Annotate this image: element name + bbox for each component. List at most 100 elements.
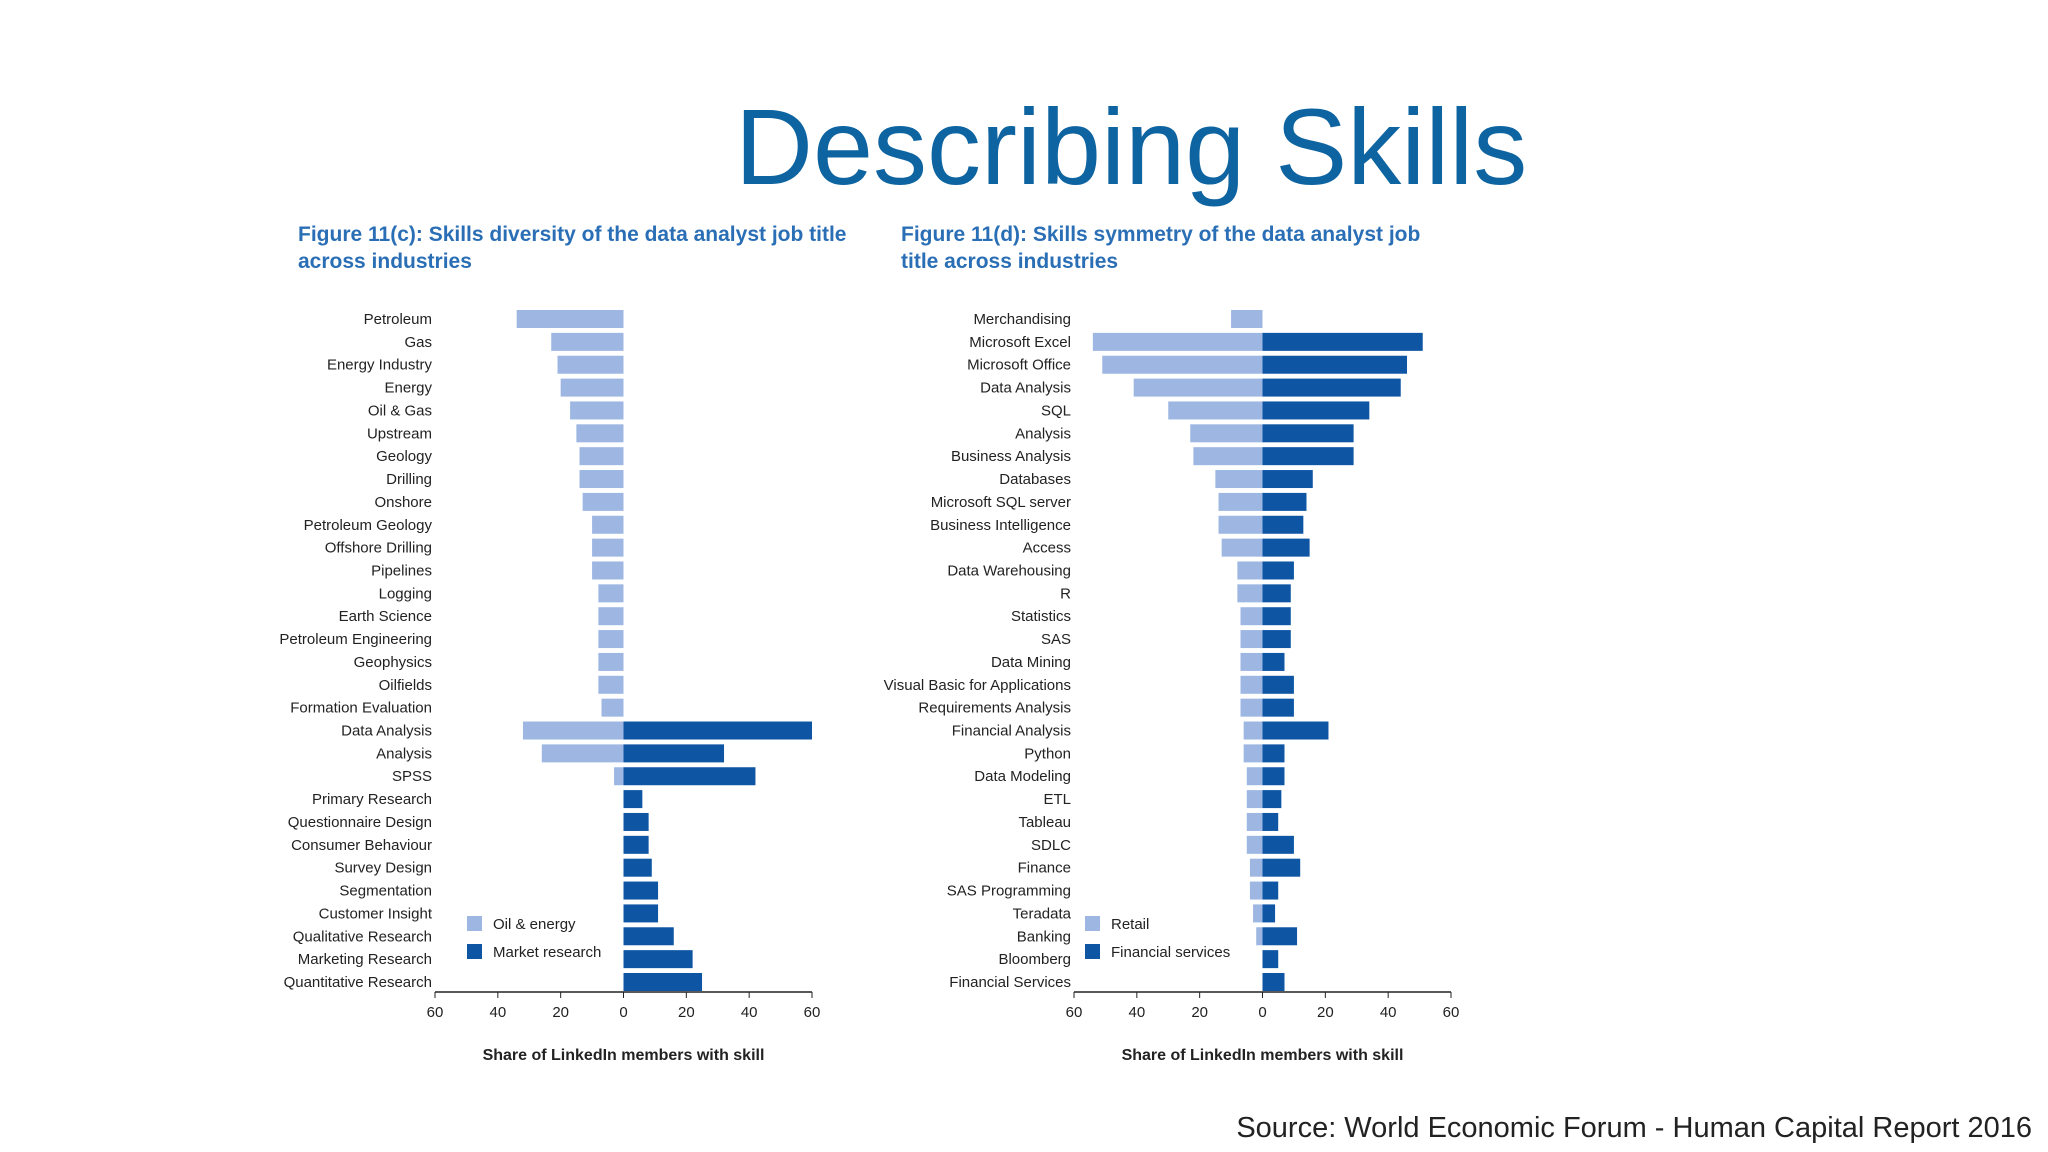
chart-d-category-label: Microsoft Office — [967, 357, 1071, 374]
chart-c-category-label: Qualitative Research — [293, 928, 432, 945]
chart-c-category-label: Petroleum Engineering — [279, 631, 432, 648]
chart-d-bar-left — [1246, 835, 1263, 854]
chart-d-category-label: ETL — [1043, 791, 1071, 808]
chart-d-legend-swatch — [1085, 944, 1100, 959]
chart-d-category-label: Databases — [999, 471, 1071, 488]
chart-c-bar-right — [623, 858, 652, 877]
chart-c-title-line-1: Figure 11(c): Skills diversity of the da… — [298, 223, 847, 246]
chart-d-x-tick-label: 20 — [1191, 1004, 1208, 1021]
chart-d-bar-right — [1262, 561, 1294, 580]
chart-d-category-label: Python — [1024, 745, 1071, 762]
chart-d-bar-right — [1262, 904, 1276, 923]
chart-d-category-label: Data Analysis — [980, 380, 1071, 397]
chart-c-bar-right — [623, 835, 649, 854]
chart-c-category-label: Logging — [379, 585, 432, 602]
chart-d-bar-left — [1246, 790, 1263, 809]
chart-d-bar-right — [1262, 790, 1282, 809]
chart-d-bar-right — [1262, 401, 1370, 420]
chart-d-bar-left — [1237, 561, 1263, 580]
chart-d-category-label: Financial Analysis — [952, 723, 1071, 740]
chart-d-x-tick-label: 0 — [1258, 1004, 1266, 1021]
chart-c-bar-right — [623, 812, 649, 831]
chart-c-bar-right — [623, 790, 643, 809]
chart-d-bar-left — [1243, 744, 1263, 763]
chart-d-bar-right — [1262, 698, 1294, 717]
chart-c-category-label: Onshore — [374, 494, 432, 511]
chart-d-bar-left — [1240, 607, 1263, 626]
chart-d-category-label: SQL — [1041, 402, 1071, 419]
chart-d-x-axis-title: Share of LinkedIn members with skill — [1122, 1047, 1404, 1064]
chart-d-bar-left — [1240, 675, 1263, 694]
chart-d-category-label: Microsoft Excel — [969, 334, 1071, 351]
chart-d-bar-left — [1246, 812, 1263, 831]
chart-c-bar-left — [541, 744, 624, 763]
chart-d-bar-right — [1262, 607, 1291, 626]
chart-c-bar-left — [592, 561, 624, 580]
chart-d-bar-left — [1240, 652, 1263, 671]
chart-c-category-label: Formation Evaluation — [290, 700, 432, 717]
chart-d-bar-right — [1262, 538, 1310, 557]
chart-d-category-label: Business Intelligence — [930, 517, 1071, 534]
chart-d-bar-left — [1168, 401, 1263, 420]
chart-d-bar-right — [1262, 584, 1291, 603]
chart-d-category-label: Statistics — [1011, 608, 1071, 625]
chart-c-category-label: Energy Industry — [327, 357, 433, 374]
chart-d-bar-left — [1240, 630, 1263, 649]
chart-c-legend-label: Oil & energy — [493, 916, 576, 933]
chart-c-x-tick-label: 60 — [427, 1004, 444, 1021]
chart-d-bar-left — [1218, 492, 1263, 511]
chart-d-category-label: Banking — [1017, 928, 1071, 945]
chart-d-category-label: Merchandising — [973, 311, 1071, 328]
chart-c-bar-left — [516, 310, 624, 328]
chart-c-bar-left — [598, 584, 624, 603]
chart-d-x-tick-label: 60 — [1443, 1004, 1460, 1021]
chart-c-x-axis-title: Share of LinkedIn members with skill — [483, 1047, 765, 1064]
chart-d-bar-left — [1193, 447, 1263, 466]
chart-d-bar-left — [1246, 767, 1263, 786]
chart-d-bar-left — [1133, 378, 1263, 397]
chart-c-x-tick-label: 40 — [741, 1004, 758, 1021]
chart-d-category-label: R — [1060, 585, 1071, 602]
chart-d-bar-right — [1262, 973, 1285, 991]
chart-d-bar-left — [1218, 515, 1263, 534]
chart-d-bar-right — [1262, 470, 1313, 489]
chart-d-bar-left — [1249, 858, 1263, 877]
chart-c-category-label: Petroleum — [364, 311, 432, 328]
chart-d-category-label: Finance — [1018, 860, 1071, 877]
chart-d-category-label: Data Mining — [991, 654, 1071, 671]
chart-c-bar-left — [576, 424, 624, 443]
chart-d-bar-right — [1262, 744, 1285, 763]
chart-c-title: Figure 11(c): Skills diversity of the da… — [298, 221, 846, 275]
chart-c-bar-left — [592, 538, 624, 557]
chart-c-category-label: Oil & Gas — [368, 402, 432, 419]
chart-d-bar-right — [1262, 767, 1285, 786]
chart-d-category-label: Data Warehousing — [947, 562, 1071, 579]
chart-d-bar-right — [1262, 447, 1354, 466]
chart-d-category-label: Microsoft SQL server — [931, 494, 1071, 511]
chart-d-bar-left — [1190, 424, 1263, 443]
chart-d-bar-right — [1262, 492, 1307, 511]
chart-d-bar-right — [1262, 378, 1401, 397]
chart-c-x-tick-label: 0 — [619, 1004, 627, 1021]
chart-c-bar-left — [522, 721, 624, 740]
chart-c-bar-right — [623, 721, 812, 740]
chart-c-legend-label: Market research — [493, 944, 601, 961]
chart-d-bar-left — [1253, 904, 1263, 923]
chart-d-legend-label: Retail — [1111, 916, 1149, 933]
chart-d-x-tick-label: 60 — [1066, 1004, 1083, 1021]
chart-c-category-label: Geophysics — [354, 654, 432, 671]
chart-d-x-tick-label: 40 — [1380, 1004, 1397, 1021]
chart-d-bar-left — [1215, 470, 1263, 489]
chart-c-category-label: Marketing Research — [298, 951, 432, 968]
chart-d-bar-left — [1092, 332, 1263, 351]
chart-d-bar-right — [1262, 424, 1354, 443]
chart-c-category-label: Pipelines — [371, 562, 432, 579]
chart-c-legend-swatch — [467, 916, 482, 931]
chart-c-category-label: Energy — [384, 380, 432, 397]
chart-d-category-label: Data Modeling — [974, 768, 1071, 785]
chart-c-bar-right — [623, 973, 703, 991]
chart-c-bar-left — [551, 332, 624, 351]
chart-d-category-label: Requirements Analysis — [918, 700, 1071, 717]
chart-d-bar-left — [1240, 698, 1263, 717]
